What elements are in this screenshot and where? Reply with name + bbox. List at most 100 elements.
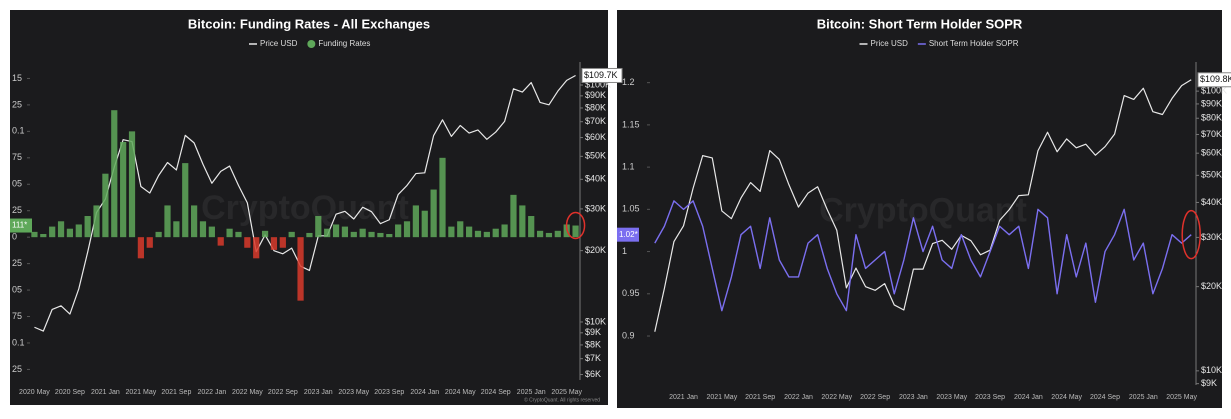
x-tick-label: 2021 Jan [669,394,698,401]
highlight-circle [1181,209,1201,260]
x-tick-label: 2024 Jan [1014,394,1043,401]
x-tick-label: 2023 Jan [899,394,928,401]
x-tick-label: 2025 May [1166,394,1197,401]
bar [545,232,553,238]
bar [182,163,189,238]
last-value-box [581,67,623,83]
bar [421,210,428,238]
y2-tick-label: $10K [1201,365,1222,375]
y2-tick-label: $9K [1201,378,1217,388]
bar [84,216,91,238]
bar [430,189,437,238]
chart-title: Bitcoin: Funding Rates - All Exchanges [188,16,430,31]
bar [244,237,251,248]
x-tick-label: 2023 Sep [975,394,1005,401]
bar [120,141,127,238]
y2-tick-label: $90K [585,90,606,100]
y2-tick-label: $90K [1201,98,1222,108]
y-tick-label: 1.05 [622,204,640,214]
y2-tick-label: $50K [1201,170,1222,180]
y-tick-label: 25 [12,99,22,109]
bar [75,224,82,238]
y2-tick-label: $9K [585,327,601,337]
y2-tick-label: $20K [585,245,606,255]
bar [49,226,56,238]
bar [519,205,526,238]
bar [466,226,473,238]
last-value-label: $109.8K [1200,74,1231,84]
bar [66,228,74,238]
panel-background [617,10,1222,408]
bar [164,205,171,238]
bar [208,226,215,238]
bar [40,233,47,238]
y2-tick-label: $70K [1201,129,1222,139]
bar [483,231,490,238]
bar [510,194,517,238]
last-value-label: $109.7K [584,70,618,80]
y2-tick-label: $6K [585,369,601,379]
y-tick-label: 0.95 [622,288,640,298]
x-tick-label: 2025 Jan [1129,394,1158,401]
series-line [34,74,576,332]
bar [315,216,322,238]
bar [554,230,561,238]
bar [199,221,207,238]
bar [306,232,313,238]
bar [146,237,153,248]
last-value-label: 1.02* [619,230,638,239]
last-value-box [617,227,639,242]
bar [395,224,402,238]
x-tick-label: 2023 May [338,389,369,396]
x-tick-label: 2022 May [821,394,852,401]
bar [173,221,180,238]
footer: © CryptoQuant. All rights reserved [524,396,600,403]
x-tick-label: 2020 Sep [55,389,85,396]
y2-tick-label: $100K [585,79,611,89]
bar [377,232,384,238]
x-tick-label: 2021 May [706,394,737,401]
x-tick-label: 2021 May [126,389,157,396]
watermark: CryptoQuant [201,189,409,227]
x-tick-label: 2024 May [445,389,476,396]
y2-tick-label: $30K [1201,232,1222,242]
legend-label: Funding Rates [318,39,370,48]
y2-tick-label: $8K [585,339,601,349]
bar [457,221,464,238]
x-tick-label: 2024 Sep [1090,394,1120,401]
bar [155,231,162,238]
x-tick-label: 2021 Sep [161,389,191,396]
y2-tick-label: $10K [585,316,606,326]
y-tick-label: 0 [12,232,17,242]
bar [572,225,579,238]
y-tick-label: 75 [12,152,22,162]
bar [492,228,499,238]
bar [386,233,393,238]
y2-tick-label: $60K [585,132,606,142]
bar [501,224,508,238]
y-tick-label: 1.1 [622,161,635,171]
y2-tick-label: $100K [1201,86,1227,96]
bar [261,230,269,238]
bar [57,221,65,238]
highlight-circle [565,211,586,240]
y-tick-label: 1 [622,246,627,256]
series-line [654,200,1192,312]
y2-tick-label: $40K [1201,197,1222,207]
x-tick-label: 2025 May [551,389,582,396]
y-tick-label: 15 [12,73,22,83]
y-tick-label: 25 [12,364,22,374]
y-tick-label: 05 [12,284,22,294]
y2-tick-label: $7K [585,353,601,363]
x-tick-label: 2023 May [936,394,967,401]
y-tick-label: 05 [12,179,22,189]
x-tick-label: 2022 May [232,389,263,396]
bar [350,231,357,238]
y-tick-label: 1.2 [622,77,635,87]
bar [341,226,349,238]
x-tick-label: 2024 May [1051,394,1082,401]
y2-tick-label: $20K [1201,281,1222,291]
bar [403,221,411,238]
y2-tick-label: $60K [1201,148,1222,158]
